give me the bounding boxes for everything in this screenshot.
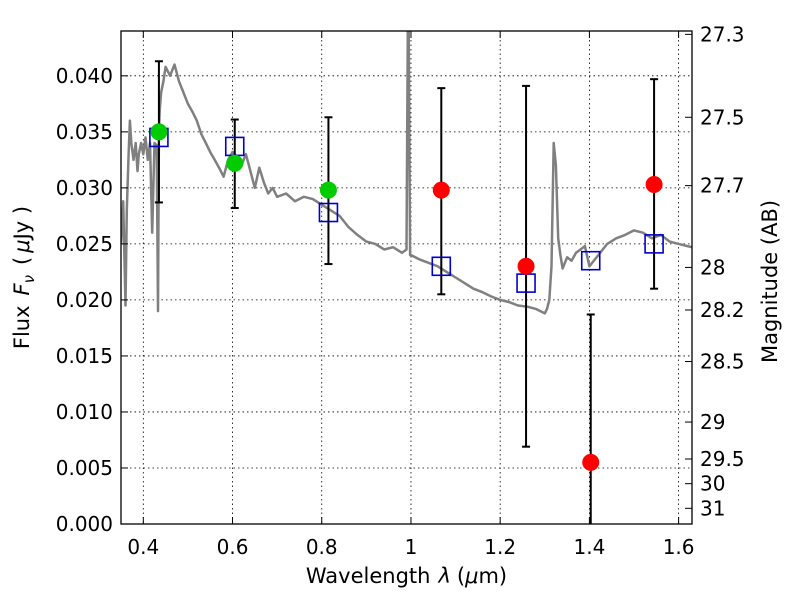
x-tick-label: 1.2 [484, 535, 516, 559]
y-tick-label: 0.030 [56, 176, 113, 200]
weak-detection-point [517, 257, 535, 275]
mag-tick-label: 27.7 [700, 174, 745, 198]
y-axis-label: FluxFν(μJy ) [10, 206, 38, 349]
y-tick-label: 0.020 [56, 288, 113, 312]
x-tick-label: 0.6 [217, 535, 249, 559]
y-tick-label: 0.015 [56, 344, 113, 368]
x-tick-label: 0.4 [127, 535, 159, 559]
axes-frame [120, 30, 693, 525]
grid-lines [121, 31, 692, 524]
mag-tick-label: 28.2 [700, 298, 745, 322]
model-flux-square [580, 250, 601, 271]
y-tick-label: 0.040 [56, 64, 113, 88]
y-tick-label: 0.010 [56, 400, 113, 424]
mag-tick-label: 28 [700, 255, 725, 279]
y-tick-label: 0.035 [56, 120, 113, 144]
detection-point [319, 181, 337, 199]
x-tick-label: 1 [405, 535, 418, 559]
y-tick-label: 0.005 [56, 456, 113, 480]
weak-detection-point [645, 176, 663, 194]
y-tick-label: 0.000 [56, 512, 113, 536]
plot-area [121, 31, 692, 524]
detection-point [226, 154, 244, 172]
model-flux-square [318, 202, 339, 223]
x-axis-label: Wavelength λ (μm) [306, 564, 507, 588]
mag-tick-label: 29 [700, 410, 725, 434]
weak-detection-point [582, 453, 600, 471]
model-flux-square [431, 256, 452, 277]
mag-tick-label: 28.5 [700, 350, 745, 374]
y2-axis-label: Magnitude (AB) [758, 200, 782, 363]
x-tick-label: 1.4 [573, 535, 605, 559]
mag-tick-label: 30 [700, 472, 725, 496]
weak-detection-point [432, 181, 450, 199]
mag-tick-label: 27.5 [700, 105, 745, 129]
y-tick-label: 0.025 [56, 232, 113, 256]
model-flux-square [644, 234, 664, 254]
ticks: 0.4 0.6 0.8 1 1.2 1.4 1.6 0.000 0.005 0.010 0.015 0… [56, 22, 745, 559]
detection-point [150, 123, 168, 141]
mag-tick-label: 31 [700, 496, 725, 520]
model-spectrum-line [121, 31, 692, 315]
x-tick-label: 1.6 [663, 535, 695, 559]
mag-tick-label: 27.3 [700, 22, 745, 46]
x-tick-label: 0.8 [306, 535, 338, 559]
mag-tick-label: 29.5 [700, 447, 745, 471]
